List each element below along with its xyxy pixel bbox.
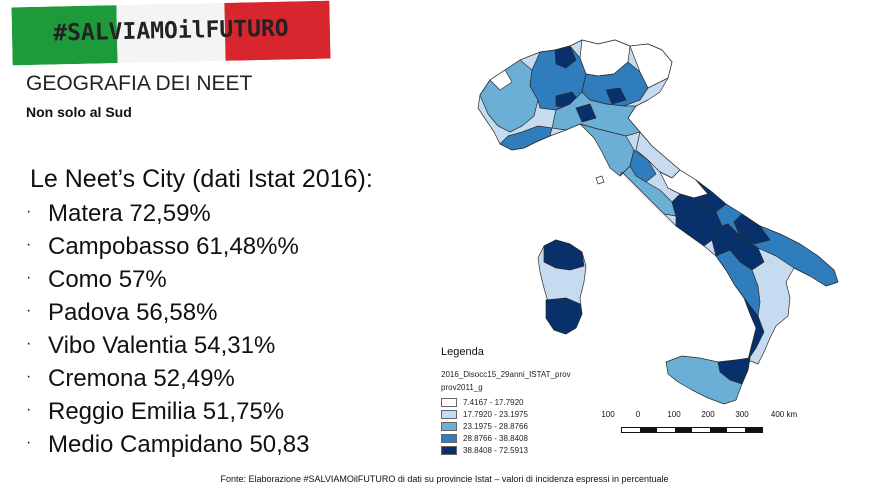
scale-label: 100 bbox=[601, 410, 615, 419]
city-label: Reggio Emilia 51,75% bbox=[48, 398, 285, 425]
legend-swatch bbox=[441, 397, 457, 407]
page-subtitle: Non solo al Sud bbox=[26, 104, 132, 120]
city-label: Matera 72,59% bbox=[48, 200, 211, 227]
scale-label: 100 bbox=[667, 410, 681, 419]
bullet-icon: · bbox=[26, 203, 32, 220]
legend-title: Legenda bbox=[441, 346, 484, 358]
list-item: · Medio Campidano 50,83 bbox=[26, 428, 310, 461]
page-title: GEOGRAFIA DEI NEET bbox=[26, 72, 253, 95]
bullet-icon: · bbox=[26, 401, 32, 418]
city-label: Padova 56,58% bbox=[48, 299, 218, 326]
legend-field-name: prov2011_g bbox=[441, 383, 483, 392]
map-legend: Legenda 2016_Disocc15_29anni_ISTAT_prov … bbox=[441, 346, 571, 456]
legend-range: 23.1975 - 28.8766 bbox=[463, 421, 528, 431]
list-item: · Padova 56,58% bbox=[26, 296, 310, 329]
province-medio-campidano bbox=[545, 297, 583, 335]
legend-classes: 7.4167 - 17.7920 17.7920 - 23.1975 23.19… bbox=[441, 396, 571, 456]
list-item: · Cremona 52,49% bbox=[26, 362, 310, 395]
bullet-icon: · bbox=[26, 368, 32, 385]
scale-bar-graphic bbox=[621, 427, 763, 433]
region-friuli bbox=[629, 43, 673, 89]
list-item: · Vibo Valentia 54,31% bbox=[26, 329, 310, 362]
region-aosta bbox=[489, 69, 513, 91]
province-padova bbox=[605, 87, 627, 105]
scale-bar: 100 0 100 200 300 400 km bbox=[600, 410, 830, 440]
sicily-east bbox=[717, 357, 751, 385]
bullet-icon: · bbox=[26, 434, 32, 451]
hashtag-banner: #SALVIAMOilFUTURO bbox=[11, 0, 331, 66]
legend-class: 28.8766 - 38.8408 bbox=[441, 432, 571, 444]
city-label: Medio Campidano 50,83 bbox=[48, 431, 310, 458]
list-item: · Como 57% bbox=[26, 263, 310, 296]
scale-label: 200 bbox=[701, 410, 715, 419]
bullet-icon: · bbox=[26, 302, 32, 319]
region-liguria bbox=[499, 125, 553, 151]
region-calabria bbox=[715, 249, 761, 317]
list-item: · Matera 72,59% bbox=[26, 197, 310, 230]
legend-range: 17.7920 - 23.1975 bbox=[463, 409, 528, 419]
list-heading: Le Neet’s City (dati Istat 2016): bbox=[30, 165, 373, 193]
legend-class: 7.4167 - 17.7920 bbox=[441, 396, 571, 408]
elba-island bbox=[595, 175, 605, 185]
scale-label: 400 km bbox=[770, 410, 798, 419]
neet-city-list: · Matera 72,59% · Campobasso 61,48%% · Como… bbox=[26, 197, 310, 461]
scale-label: 300 bbox=[735, 410, 749, 419]
region-veneto bbox=[581, 61, 649, 107]
legend-swatch bbox=[441, 409, 457, 419]
bullet-icon: · bbox=[26, 236, 32, 253]
legend-range: 7.4167 - 17.7920 bbox=[463, 397, 524, 407]
sardinia-north bbox=[543, 239, 585, 271]
source-footer: Fonte: Elaborazione #SALVIAMOilFUTURO di… bbox=[220, 474, 669, 484]
legend-range: 28.8766 - 38.8408 bbox=[463, 433, 528, 443]
city-label: Como 57% bbox=[48, 266, 167, 293]
list-item: · Reggio Emilia 51,75% bbox=[26, 395, 310, 428]
bullet-icon: · bbox=[26, 269, 32, 286]
legend-swatch bbox=[441, 433, 457, 443]
city-label: Cremona 52,49% bbox=[48, 365, 235, 392]
legend-swatch bbox=[441, 445, 457, 455]
province-reggio-emilia bbox=[575, 103, 597, 123]
bullet-icon: · bbox=[26, 335, 32, 352]
legend-layer-name: 2016_Disocc15_29anni_ISTAT_prov bbox=[441, 370, 571, 379]
legend-class: 23.1975 - 28.8766 bbox=[441, 420, 571, 432]
list-item: · Campobasso 61,48%% bbox=[26, 230, 310, 263]
scale-label: 0 bbox=[635, 410, 641, 419]
legend-swatch bbox=[441, 421, 457, 431]
province-foggia bbox=[733, 213, 771, 245]
city-label: Campobasso 61,48%% bbox=[48, 233, 299, 260]
italy-choropleth-map bbox=[477, 39, 839, 405]
legend-class: 17.7920 - 23.1975 bbox=[441, 408, 571, 420]
legend-range: 38.8408 - 72.5913 bbox=[463, 445, 528, 455]
province-como bbox=[554, 45, 577, 69]
legend-class: 38.8408 - 72.5913 bbox=[441, 444, 571, 456]
city-label: Vibo Valentia 54,31% bbox=[48, 332, 276, 359]
